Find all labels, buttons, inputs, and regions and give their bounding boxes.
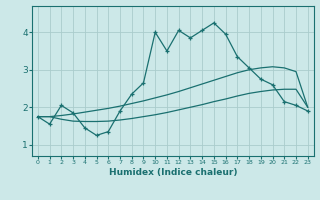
X-axis label: Humidex (Indice chaleur): Humidex (Indice chaleur): [108, 168, 237, 177]
